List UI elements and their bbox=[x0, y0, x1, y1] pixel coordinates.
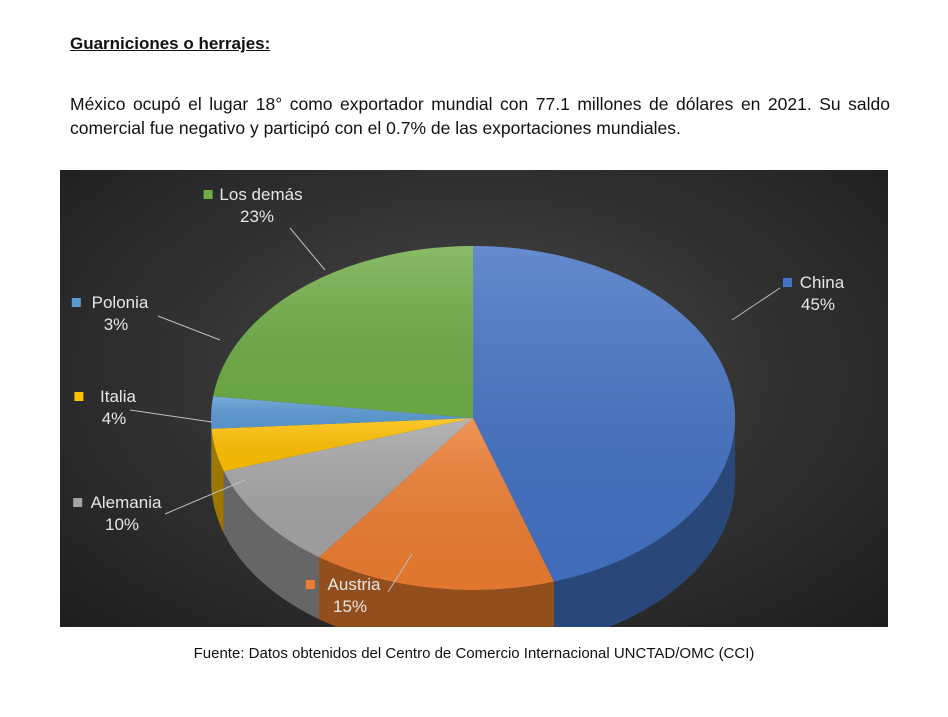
swatch-alemania bbox=[73, 498, 83, 507]
value-italia: 4% bbox=[102, 409, 127, 428]
label-italia: Italia bbox=[100, 387, 136, 406]
leader-line-los-demás bbox=[289, 227, 326, 271]
source-note: Fuente: Datos obtenidos del Centro de Co… bbox=[193, 645, 755, 662]
value-china: 45% bbox=[801, 295, 835, 314]
pie-chart: China 45% Austria 15% Alemania 10% Italia 4% Pol… bbox=[71, 185, 845, 627]
leader-line-italia bbox=[129, 409, 213, 423]
slice-side-austria bbox=[319, 557, 554, 627]
leader-line-china bbox=[731, 287, 781, 321]
label-china: China bbox=[800, 273, 845, 292]
pie-chart-panel: China 45% Austria 15% Alemania 10% Italia 4% Pol… bbox=[60, 170, 888, 627]
label-austria: Austria bbox=[328, 575, 381, 594]
leader-line-alemania bbox=[164, 479, 246, 515]
value-alemania: 10% bbox=[105, 515, 139, 534]
value-polonia: 3% bbox=[104, 315, 129, 334]
slice-los-demás[interactable] bbox=[213, 246, 473, 418]
label-los-demás: Los demás bbox=[219, 185, 302, 204]
value-los-demás: 23% bbox=[240, 207, 274, 226]
slice-side-polonia bbox=[211, 418, 212, 491]
swatch-italia bbox=[74, 392, 84, 401]
description-paragraph: México ocupó el lugar 18° como exportado… bbox=[70, 94, 890, 138]
swatch-austria bbox=[305, 580, 315, 589]
swatch-los-demás bbox=[203, 190, 213, 199]
label-alemania: Alemania bbox=[91, 493, 162, 512]
label-polonia: Polonia bbox=[92, 293, 149, 312]
leader-line-austria bbox=[387, 553, 413, 593]
value-austria: 15% bbox=[333, 597, 367, 616]
section-heading: Guarniciones o herrajes: bbox=[70, 34, 271, 53]
swatch-polonia bbox=[71, 298, 81, 307]
swatch-china bbox=[783, 278, 792, 287]
leader-line-polonia bbox=[157, 315, 221, 341]
